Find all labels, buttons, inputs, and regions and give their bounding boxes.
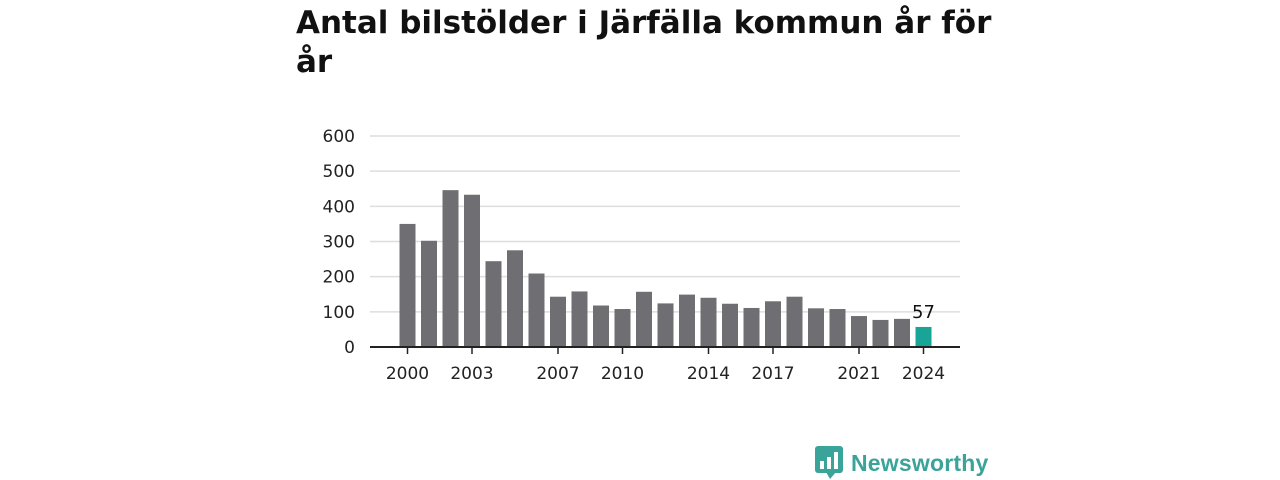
bar-chart: 0 100 200 300 400 500 600 2000 2003 2007 2010 2014…: [323, 127, 960, 384]
x-tick-label: 2017: [751, 364, 794, 384]
bar: [808, 308, 824, 347]
bar: [679, 294, 695, 347]
y-tick-label: 0: [344, 338, 355, 358]
x-tick-label: 2014: [687, 364, 730, 384]
bar: [700, 297, 717, 347]
bar: [722, 303, 738, 347]
y-tick-label: 200: [323, 268, 355, 288]
bar: [872, 319, 889, 347]
bar: [765, 301, 781, 347]
bar: [528, 273, 545, 347]
bar: [571, 291, 588, 347]
data-label: 57: [912, 302, 935, 323]
bar: [421, 240, 437, 347]
bar: [485, 261, 502, 347]
bar: [894, 318, 910, 347]
bar: [614, 309, 631, 347]
bar: [507, 250, 523, 347]
bars: [399, 190, 932, 347]
x-tick-label: 2007: [536, 364, 579, 384]
x-tick-label: 2000: [386, 364, 429, 384]
bar: [636, 291, 652, 347]
brand-name: Newsworthy: [851, 449, 989, 476]
x-tick-label: 2003: [450, 364, 493, 384]
bar: [743, 307, 760, 347]
y-tick-label: 300: [323, 233, 355, 253]
x-tick-label: 2021: [837, 364, 880, 384]
bar: [829, 309, 846, 347]
bar: [442, 190, 459, 347]
bar-chart-speech-bubble-icon: [815, 446, 843, 479]
y-tick-label: 400: [323, 197, 355, 217]
data-labels: 57: [912, 302, 935, 323]
y-axis-ticks: 0 100 200 300 400 500 600: [323, 127, 355, 358]
y-tick-label: 500: [323, 162, 355, 182]
bar: [550, 296, 566, 347]
x-tick-label: 2010: [601, 364, 644, 384]
bar: [399, 223, 416, 347]
bar: [657, 303, 674, 347]
y-tick-label: 100: [323, 303, 355, 323]
x-tick-label: 2024: [902, 364, 945, 384]
x-axis-ticks: 2000 2003 2007 2010 2014 2017 2021 2024: [386, 347, 945, 384]
bar: [464, 194, 480, 347]
newsworthy-logo: Newsworthy: [815, 446, 988, 480]
bar: [786, 296, 803, 347]
y-tick-label: 600: [323, 127, 355, 147]
bar-highlight: [915, 326, 932, 347]
bar: [593, 305, 609, 347]
chart-title: Antal bilstölder i Järfälla kommun år fö…: [296, 5, 992, 80]
bar: [851, 316, 867, 347]
